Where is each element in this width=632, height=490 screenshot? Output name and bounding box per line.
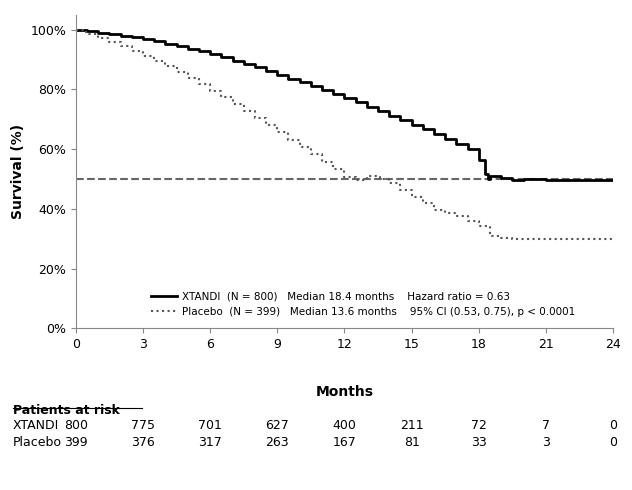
Text: 7: 7: [542, 419, 550, 432]
Text: Months: Months: [315, 385, 374, 399]
Text: Placebo: Placebo: [13, 436, 62, 449]
Text: Patients at risk: Patients at risk: [13, 404, 119, 417]
Text: 0: 0: [609, 419, 617, 432]
Text: 399: 399: [64, 436, 88, 449]
Text: 81: 81: [404, 436, 420, 449]
Text: XTANDI: XTANDI: [13, 419, 59, 432]
Text: 800: 800: [64, 419, 88, 432]
Text: 376: 376: [131, 436, 155, 449]
Text: 3: 3: [542, 436, 550, 449]
Text: 72: 72: [471, 419, 487, 432]
Text: 701: 701: [198, 419, 222, 432]
Text: 317: 317: [198, 436, 222, 449]
Legend: XTANDI  (N = 800)   Median 18.4 months    Hazard ratio = 0.63, Placebo  (N = 399: XTANDI (N = 800) Median 18.4 months Haza…: [151, 292, 575, 317]
Text: 33: 33: [471, 436, 487, 449]
Text: 167: 167: [332, 436, 356, 449]
Text: 775: 775: [131, 419, 155, 432]
Text: 263: 263: [265, 436, 289, 449]
Text: 627: 627: [265, 419, 289, 432]
Text: 211: 211: [400, 419, 423, 432]
Y-axis label: Survival (%): Survival (%): [11, 124, 25, 219]
Text: 400: 400: [332, 419, 356, 432]
Text: 0: 0: [609, 436, 617, 449]
